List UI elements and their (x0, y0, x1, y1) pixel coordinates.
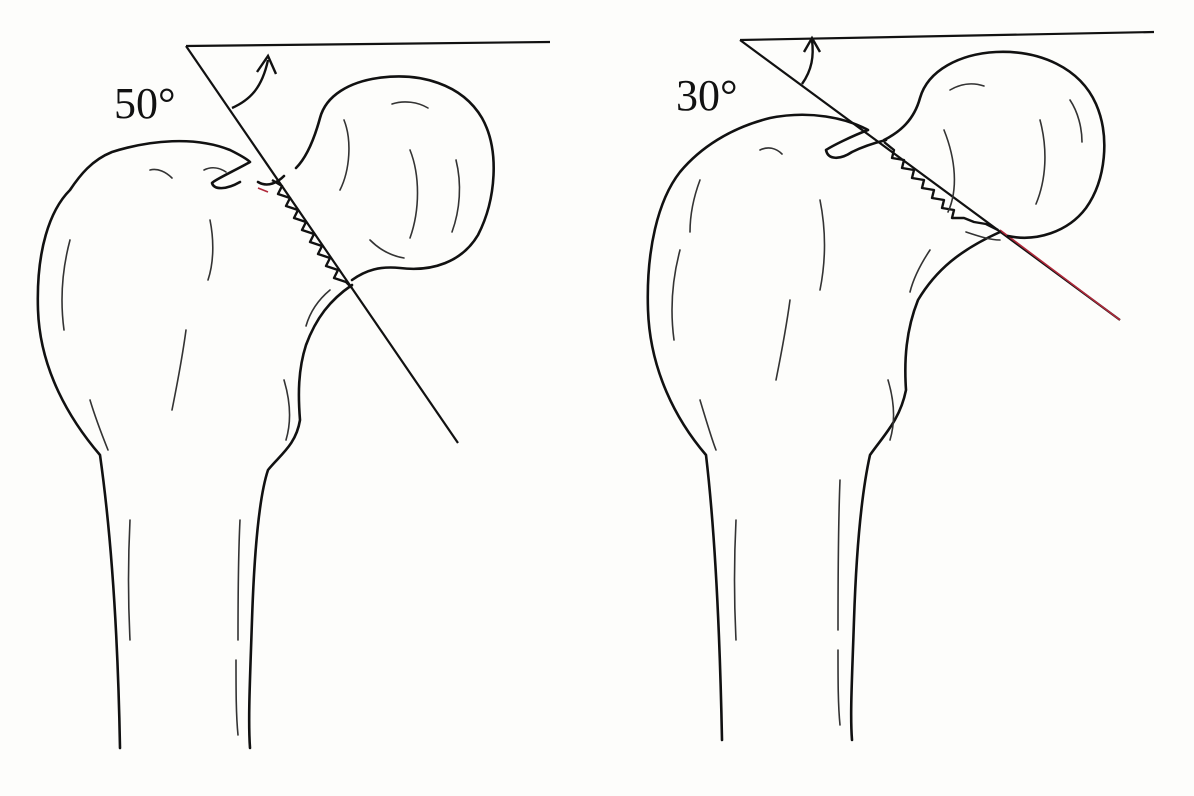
angle-arrow-icon (231, 53, 278, 110)
fracture-line (271, 178, 353, 289)
right-panel: 30° (646, 30, 1155, 742)
femur-shaft-outline (36, 139, 354, 750)
horizontal-reference-line (185, 40, 551, 48)
femoral-head-outline (882, 50, 1106, 239)
bone-hatching (671, 83, 1083, 726)
femur-shaft-outline (646, 113, 1002, 742)
left-panel: 50° (36, 40, 551, 750)
accent-tick (257, 187, 269, 193)
angle-label: 30° (676, 71, 738, 120)
fracture-line (883, 141, 999, 232)
horizontal-reference-line (739, 30, 1155, 42)
angle-arrow-icon (801, 35, 822, 85)
accent-tick (999, 229, 1121, 321)
femoral-head-outline (294, 75, 495, 282)
bone-hatching (61, 101, 461, 736)
angle-label: 50° (114, 79, 176, 128)
fracture-plane-line (185, 45, 459, 444)
